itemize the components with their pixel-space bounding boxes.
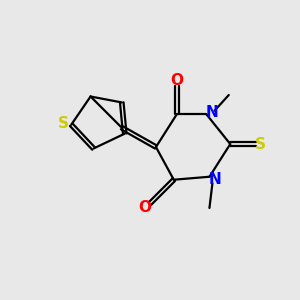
Text: O: O xyxy=(138,200,151,214)
Text: N: N xyxy=(208,172,221,187)
Text: O: O xyxy=(170,73,183,88)
Text: S: S xyxy=(57,116,68,131)
Text: N: N xyxy=(206,105,218,120)
Text: S: S xyxy=(255,136,266,152)
